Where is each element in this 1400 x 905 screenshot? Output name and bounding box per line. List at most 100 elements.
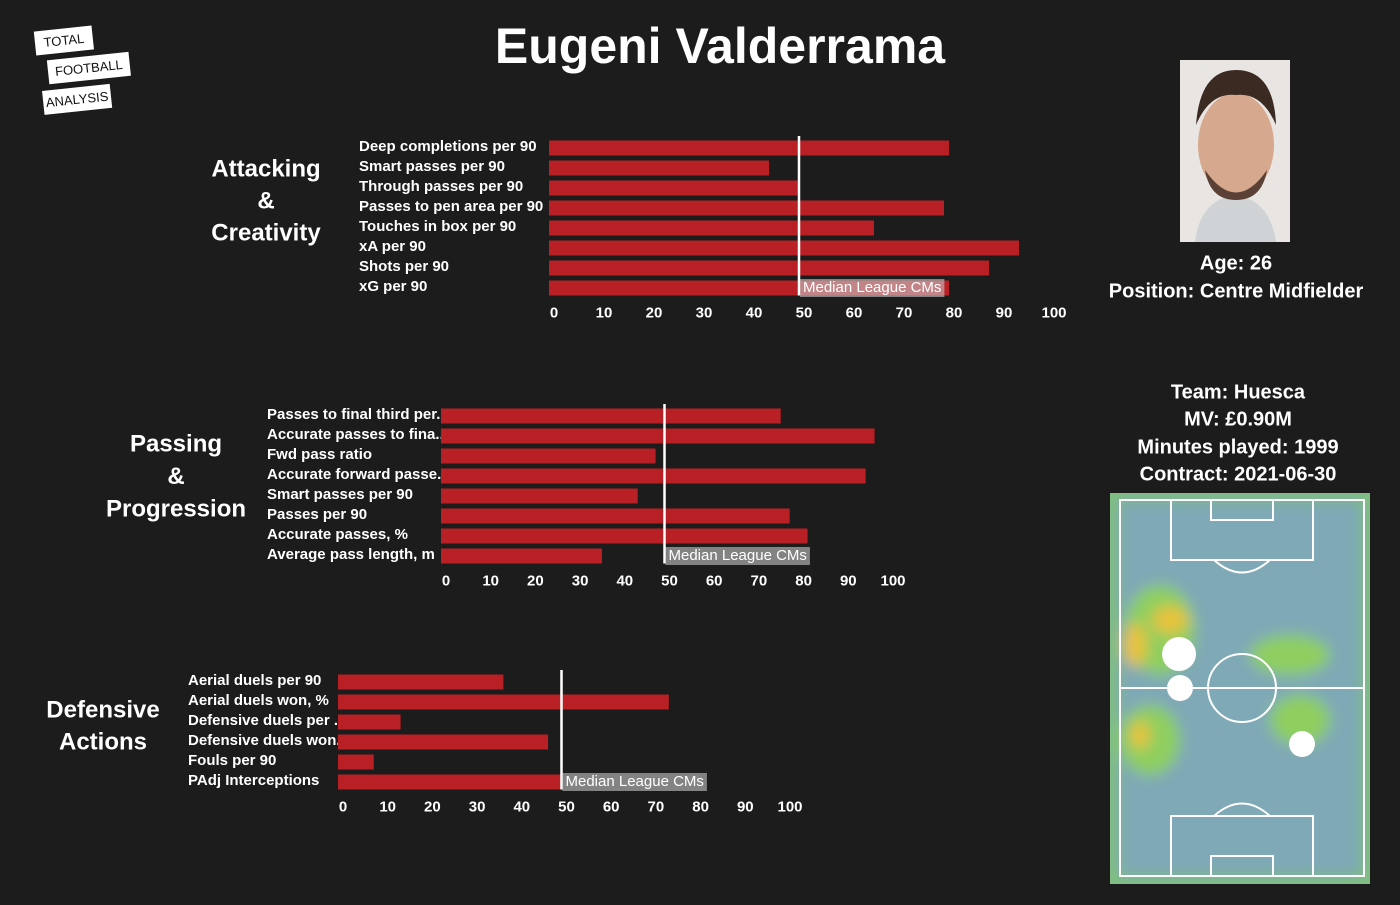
x-tick-label: 0 xyxy=(339,798,347,815)
median-label-bg xyxy=(665,547,810,565)
x-tick-label: 70 xyxy=(648,798,665,815)
category-label: PAdj Interceptions xyxy=(188,772,319,789)
heat-blob xyxy=(1152,606,1188,634)
category-label: xG per 90 xyxy=(359,278,427,295)
median-label: Median League CMs xyxy=(566,773,704,790)
shirt xyxy=(1195,195,1276,242)
bar xyxy=(441,488,638,504)
x-tick-label: 20 xyxy=(424,798,441,815)
six-yard-box xyxy=(1210,499,1274,521)
player-mv: MV: £0.90M xyxy=(1184,408,1292,430)
section-label: Passing xyxy=(130,430,222,457)
category-label: Aerial duels won, % xyxy=(188,692,329,709)
x-tick-label: 90 xyxy=(840,572,857,589)
bar xyxy=(441,428,875,444)
x-tick-label: 40 xyxy=(513,798,530,815)
category-label: Average pass length, m xyxy=(267,546,435,563)
bar xyxy=(549,240,1019,256)
median-label-bg xyxy=(800,279,945,297)
x-tick-label: 100 xyxy=(777,798,802,815)
heat-blob xyxy=(1270,695,1330,745)
bar xyxy=(338,734,549,750)
x-tick-label: 20 xyxy=(527,572,544,589)
category-label: Smart passes per 90 xyxy=(267,486,413,503)
bar xyxy=(338,674,504,690)
median-label: Median League CMs xyxy=(669,547,807,564)
heat-blob xyxy=(1250,635,1330,675)
bar xyxy=(441,468,866,484)
x-tick-label: 50 xyxy=(558,798,575,815)
x-tick-label: 80 xyxy=(946,304,963,321)
x-tick-label: 10 xyxy=(596,304,613,321)
x-tick-label: 0 xyxy=(550,304,558,321)
category-label: Fouls per 90 xyxy=(188,752,276,769)
x-tick-label: 80 xyxy=(795,572,812,589)
x-tick-label: 20 xyxy=(646,304,663,321)
x-tick-label: 10 xyxy=(379,798,396,815)
x-tick-label: 40 xyxy=(616,572,633,589)
section-label: Attacking xyxy=(211,155,320,182)
category-label: Through passes per 90 xyxy=(359,178,523,195)
section-label: & xyxy=(257,187,274,214)
six-yard-box xyxy=(1210,855,1274,877)
x-tick-label: 30 xyxy=(572,572,589,589)
category-label: Passes to final third per.. xyxy=(267,406,445,423)
player-contract: Contract: 2021-06-30 xyxy=(1140,463,1337,485)
x-tick-label: 60 xyxy=(706,572,723,589)
player-position: Position: Centre Midfielder xyxy=(1109,280,1364,302)
bar xyxy=(549,160,769,176)
section-label: Defensive xyxy=(46,696,159,723)
category-label: Deep completions per 90 xyxy=(359,138,537,155)
bar xyxy=(549,260,989,276)
bar xyxy=(338,714,401,730)
section-label: Actions xyxy=(59,728,147,755)
x-tick-label: 70 xyxy=(751,572,768,589)
category-label: Shots per 90 xyxy=(359,258,449,275)
x-tick-label: 60 xyxy=(846,304,863,321)
section-label: Creativity xyxy=(211,219,321,246)
penalty-arc xyxy=(1213,802,1271,817)
bar xyxy=(549,180,799,196)
logo-text: FOOTBALL xyxy=(54,57,123,79)
x-tick-label: 80 xyxy=(692,798,709,815)
heat-blob xyxy=(1130,721,1150,749)
section-label: & xyxy=(167,463,184,490)
category-label: Fwd pass ratio xyxy=(267,446,372,463)
logo-text: TOTAL xyxy=(43,31,85,50)
median-label-bg xyxy=(562,773,707,791)
logo: TOTAL FOOTBALL ANALYSIS xyxy=(33,25,131,115)
median-label: Median League CMs xyxy=(803,279,941,296)
face xyxy=(1198,93,1274,197)
hair xyxy=(1196,70,1276,125)
category-label: Accurate passes to fina.. xyxy=(267,426,444,443)
heat-blob xyxy=(1120,705,1180,775)
x-tick-label: 60 xyxy=(603,798,620,815)
bar xyxy=(338,754,374,770)
logo-box xyxy=(42,83,113,115)
position-marker xyxy=(1162,637,1196,671)
player-photo xyxy=(1180,60,1290,242)
x-tick-label: 90 xyxy=(737,798,754,815)
bar xyxy=(549,220,874,236)
bar xyxy=(441,548,602,564)
category-label: Smart passes per 90 xyxy=(359,158,505,175)
category-label: Accurate forward passe.. xyxy=(267,466,445,483)
page-title: Eugeni Valderrama xyxy=(495,18,946,74)
penalty-arc xyxy=(1213,559,1271,574)
x-tick-label: 100 xyxy=(880,572,905,589)
heatmap xyxy=(1110,493,1370,884)
bar xyxy=(441,528,808,544)
category-label: Defensive duels won.. xyxy=(188,732,345,749)
centre-circle xyxy=(1207,653,1277,723)
x-tick-label: 100 xyxy=(1041,304,1066,321)
x-tick-label: 50 xyxy=(796,304,813,321)
bar xyxy=(338,774,562,790)
x-tick-label: 30 xyxy=(696,304,713,321)
bar xyxy=(338,694,669,710)
category-label: Defensive duels per .. xyxy=(188,712,342,729)
logo-box xyxy=(46,51,131,85)
position-marker xyxy=(1167,675,1193,701)
x-tick-label: 90 xyxy=(996,304,1013,321)
pitch-lines xyxy=(1119,499,1365,877)
